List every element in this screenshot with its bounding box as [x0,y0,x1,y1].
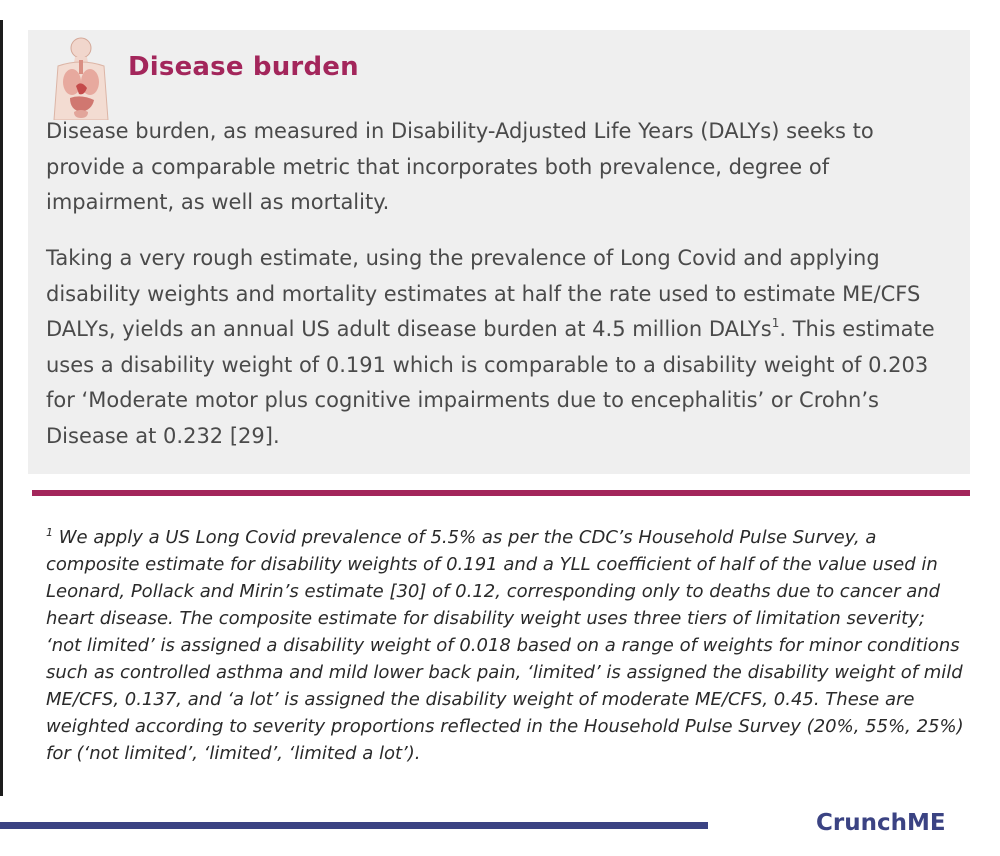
paragraph-1: Disease burden, as measured in Disabilit… [46,119,874,214]
left-edge-rule [0,20,3,796]
paragraph-2: Taking a very rough estimate, using the … [46,241,946,454]
content-panel: Disease burden Disease burden, as measur… [28,30,970,474]
section-divider [32,490,970,496]
footnote-reference: 1 [771,316,780,330]
brand-logo: CrunchME [816,810,946,836]
section-title: Disease burden [128,52,359,82]
footnote: 1 We apply a US Long Covid prevalence of… [46,524,964,767]
human-organs-icon [53,37,109,120]
paragraph-2-text: Taking a very rough estimate, using the … [46,246,921,341]
footer-bar [0,822,708,829]
paragraph-2-text-cont: . This estimate uses a disability weight… [46,317,935,448]
footnote-marker: 1 [46,526,53,539]
footnote-text: We apply a US Long Covid prevalence of 5… [46,527,964,764]
